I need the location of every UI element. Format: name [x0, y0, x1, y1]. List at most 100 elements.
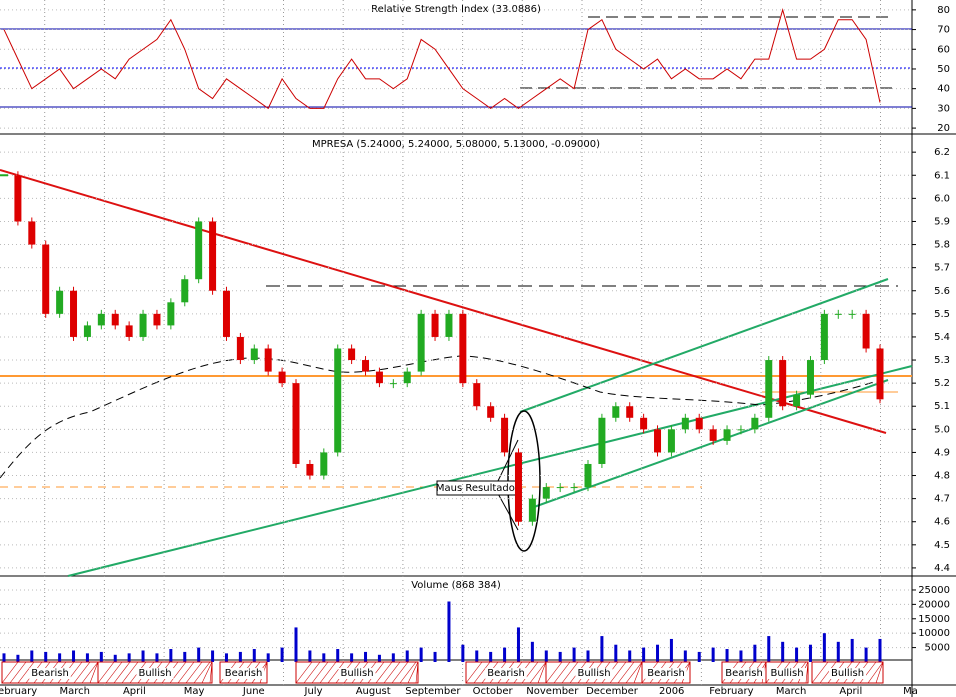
- candle: [195, 221, 203, 280]
- volume-bar: [600, 636, 604, 662]
- signal-hatch: [465, 661, 483, 684]
- candle: [723, 429, 731, 441]
- signal-hatch: [545, 661, 563, 684]
- signal-label-bg: [645, 668, 687, 679]
- y-tick-label: 70: [937, 25, 950, 36]
- volume-bar: [322, 653, 326, 662]
- volume-bar: [197, 647, 201, 662]
- volume-bar: [266, 653, 270, 662]
- signal-hatch: [121, 661, 139, 684]
- volume-bar: [155, 653, 159, 662]
- volume-bar: [113, 654, 117, 662]
- x-tick-label: August: [356, 686, 391, 697]
- y-tick-label: 5.3: [934, 355, 950, 366]
- candle: [681, 417, 689, 430]
- candle: [222, 290, 230, 337]
- candle: [42, 244, 50, 314]
- volume-bar: [878, 638, 882, 662]
- signal-hatch: [193, 661, 211, 684]
- volume-bar: [350, 653, 354, 662]
- volume-bar: [739, 650, 743, 662]
- y-tick-label: 4.7: [934, 494, 950, 505]
- y-tick-label: 5.2: [934, 378, 950, 389]
- x-tick-label: May: [184, 686, 205, 697]
- x-tick-label: February: [0, 686, 37, 697]
- x-tick-label: October: [473, 686, 514, 697]
- candle: [167, 302, 175, 326]
- moving-average: [0, 355, 881, 479]
- y-tick-label: 6.1: [934, 170, 950, 181]
- signal-hatch: [65, 661, 83, 684]
- candle: [417, 313, 425, 372]
- signal-hatch: [1, 661, 19, 684]
- signal-label: Bearish: [487, 668, 525, 679]
- y-tick-label: 6.0: [934, 193, 950, 204]
- candle: [236, 336, 244, 361]
- signal-hatch: [169, 661, 187, 684]
- volume-bar: [336, 649, 340, 662]
- signal-hatch: [303, 661, 321, 684]
- signal-hatch: [399, 661, 417, 684]
- x-tick-label: July: [304, 686, 323, 697]
- y-tick-label: 40: [937, 84, 950, 95]
- volume-bar: [405, 650, 409, 662]
- candle: [834, 313, 842, 315]
- candle: [584, 463, 592, 488]
- signal-hatch: [617, 661, 635, 684]
- signal-hatch: [415, 661, 419, 684]
- y-tick-label: 4.6: [934, 517, 950, 528]
- signal-hatch: [561, 661, 579, 684]
- annotation-pointer: [495, 439, 519, 486]
- signal-label-bg: [222, 668, 265, 679]
- volume-bar: [391, 653, 395, 662]
- candle: [125, 325, 133, 337]
- volume-bar: [475, 650, 479, 662]
- y-tick-label: 5.6: [934, 286, 950, 297]
- candle: [28, 221, 36, 245]
- signal-label: Bearish: [31, 668, 69, 679]
- signal-hatch: [867, 661, 884, 684]
- candle: [501, 417, 509, 453]
- volume-bar: [489, 651, 493, 662]
- candle: [250, 348, 258, 361]
- signal-hatch: [89, 661, 99, 684]
- volume-bar: [558, 651, 562, 662]
- candle: [528, 498, 536, 522]
- volume-bar: [58, 653, 62, 662]
- signal-label-bg: [338, 668, 376, 679]
- y-tick-label: 5000: [925, 643, 950, 654]
- signal-hatch: [177, 661, 195, 684]
- volume-bar: [503, 647, 507, 662]
- signal-hatch: [805, 661, 809, 684]
- signal-label-bg: [136, 668, 174, 679]
- y-tick-label: 50: [937, 64, 950, 75]
- x-tick-label: Ma: [903, 686, 918, 697]
- volume-bar: [294, 627, 298, 662]
- signal-hatch: [9, 661, 27, 684]
- signal-hatch: [859, 661, 877, 684]
- signal-label: Bullish: [831, 668, 864, 679]
- candle: [806, 360, 814, 395]
- signal-hatch: [633, 661, 643, 684]
- candle: [751, 417, 759, 430]
- y-tick-label: 4.8: [934, 471, 950, 482]
- y-tick-label: 30: [937, 103, 950, 114]
- y-tick-label: 4.4: [934, 563, 950, 574]
- candle: [375, 371, 383, 384]
- signal-label: Bullish: [770, 668, 803, 679]
- volume-bar: [447, 601, 451, 662]
- volume-bar: [614, 644, 618, 662]
- x-tick-label: June: [242, 686, 265, 697]
- y-tick-label: 20000: [918, 599, 950, 610]
- volume-bar: [850, 638, 854, 662]
- y-tick-label: 5.8: [934, 240, 950, 251]
- candle: [556, 487, 564, 489]
- signal-hatch: [201, 661, 213, 684]
- y-tick-label: 5.5: [934, 309, 950, 320]
- candle: [181, 279, 189, 303]
- signal-hatch: [875, 661, 884, 684]
- volume-bar: [364, 651, 368, 662]
- candle: [111, 313, 119, 326]
